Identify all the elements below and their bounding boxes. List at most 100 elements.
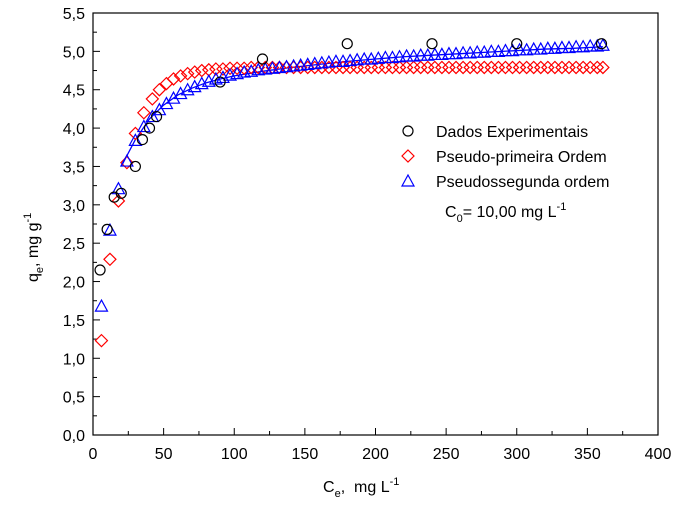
data-point-diamond	[583, 60, 598, 75]
data-point-triangle	[569, 39, 584, 53]
data-point-triangle	[128, 133, 143, 146]
data-point-circle	[108, 191, 120, 203]
data-point-triangle	[427, 47, 442, 61]
data-point-triangle	[470, 44, 485, 58]
x-axis-title-sub: e	[335, 488, 341, 500]
data-point-diamond	[137, 105, 151, 120]
x-tick-label: 300	[503, 446, 530, 463]
data-point-diamond	[159, 76, 174, 91]
y-axis-title: qe, mg g-1	[22, 213, 46, 282]
concentration-annotation: C0= 10,00 mg L-1	[445, 201, 566, 225]
data-point-diamond	[350, 60, 364, 75]
data-point-diamond	[152, 82, 167, 97]
data-point-triangle	[152, 102, 167, 116]
data-point-triangle	[136, 119, 151, 133]
data-point-diamond	[477, 60, 492, 75]
data-point-triangle	[512, 42, 527, 56]
data-point-diamond	[519, 60, 534, 75]
data-point-diamond	[216, 62, 230, 76]
legend-diamond-marker	[401, 149, 415, 163]
y-axis-ticks: 0,0 0,5 1,0 1,5 2,0 2,5 3,0 3,5 4,0 4,5 5,0 5,5	[63, 6, 100, 445]
data-point-triangle	[328, 54, 343, 67]
data-point-circle	[214, 76, 226, 88]
annotation-sub: 0	[457, 213, 463, 225]
y-tick-label: 3,5	[63, 159, 85, 176]
data-point-diamond	[166, 72, 181, 86]
data-point-diamond	[526, 60, 541, 75]
data-point-diamond	[512, 60, 527, 75]
data-point-circle	[136, 134, 149, 146]
data-point-diamond	[596, 60, 610, 75]
data-point-diamond	[399, 60, 414, 75]
y-tick-label: 4,5	[63, 83, 85, 100]
data-point-circle	[150, 110, 163, 123]
data-point-diamond	[470, 60, 485, 75]
data-point-diamond	[173, 69, 188, 83]
data-point-diamond	[442, 60, 456, 75]
y-tick-label: 1,0	[63, 351, 85, 368]
data-point-diamond	[103, 252, 117, 267]
data-point-triangle	[145, 109, 160, 123]
data-point-diamond	[230, 61, 244, 76]
legend-circle-marker	[402, 125, 414, 137]
y-tick-label: 4,0	[63, 121, 85, 138]
data-point-diamond	[94, 333, 109, 348]
legend-label-first-order: Pseudo-primeira Ordem	[436, 149, 607, 166]
data-point-triangle	[554, 40, 569, 54]
data-point-triangle	[590, 38, 605, 52]
y-tick-label: 5,0	[63, 44, 85, 61]
data-point-diamond	[505, 60, 520, 75]
x-tick-label: 250	[433, 446, 460, 463]
x-axis-ticks: 0 50 100 150 200 250 300 350 400	[89, 428, 672, 463]
data-point-triangle	[166, 90, 181, 104]
data-point-diamond	[237, 61, 251, 76]
data-point-diamond	[569, 60, 583, 75]
data-point-triangle	[413, 47, 428, 61]
data-point-circle	[341, 38, 353, 50]
data-point-diamond	[449, 60, 463, 75]
data-point-diamond	[533, 60, 548, 75]
data-point-diamond	[484, 60, 499, 75]
data-point-diamond	[576, 60, 590, 75]
data-point-diamond	[562, 60, 576, 75]
annotation-sup: -1	[557, 201, 567, 213]
data-point-diamond	[329, 60, 343, 75]
data-point-triangle	[583, 38, 598, 52]
y-axis-title-main: q	[25, 273, 42, 282]
x-axis-title-mid: , mg L	[341, 479, 390, 496]
x-tick-label: 400	[645, 446, 672, 463]
data-point-diamond	[244, 60, 259, 75]
y-tick-label: 1,5	[63, 313, 85, 330]
x-axis-title-sup: -1	[390, 476, 400, 488]
data-point-triangle	[484, 44, 499, 57]
x-tick-label: 100	[221, 446, 248, 463]
data-point-diamond	[180, 66, 195, 81]
y-tick-label: 0,5	[63, 390, 85, 407]
data-point-diamond	[364, 60, 379, 75]
y-tick-label: 2,0	[63, 275, 85, 292]
y-axis-title-sub: e	[34, 267, 46, 273]
y-tick-label: 2,5	[63, 236, 85, 253]
data-point-diamond	[498, 60, 513, 75]
data-point-diamond	[378, 60, 393, 75]
legend-triangle-marker	[400, 173, 416, 187]
x-axis-title: Ce, mg L-1	[323, 476, 399, 500]
data-point-circle	[256, 53, 269, 65]
y-tick-label: 3,0	[63, 198, 85, 215]
data-point-triangle	[498, 43, 513, 57]
data-point-diamond	[314, 60, 329, 75]
plot-frame	[92, 12, 659, 436]
data-point-circle	[511, 38, 523, 50]
data-point-diamond	[427, 60, 442, 75]
x-axis-title-main: C	[323, 479, 335, 496]
x-tick-label: 50	[155, 446, 173, 463]
data-point-diamond	[145, 92, 160, 106]
data-point-triangle	[94, 298, 109, 312]
data-point-diamond	[223, 61, 237, 76]
data-point-triangle	[441, 46, 456, 60]
data-point-diamond	[491, 60, 506, 75]
data-point-triangle	[399, 48, 414, 62]
data-point-diamond	[209, 62, 223, 76]
data-point-diamond	[357, 60, 372, 75]
